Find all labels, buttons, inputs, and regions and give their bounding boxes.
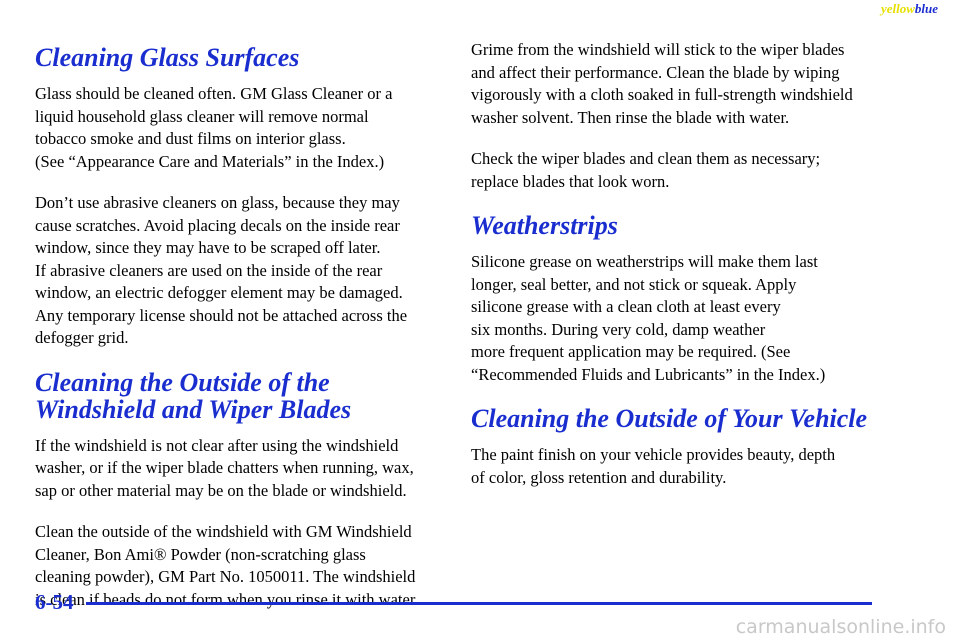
left-column: Cleaning Glass Surfaces Glass should be c…	[35, 40, 465, 630]
header-blue: blue	[914, 1, 938, 16]
text-line: cleaning powder), GM Part No. 1050011. T…	[35, 567, 416, 586]
page-number: 6-54	[35, 590, 74, 614]
footer-rule	[86, 602, 872, 605]
paragraph: Don’t use abrasive cleaners on glass, be…	[35, 192, 465, 350]
text-line: more frequent application may be require…	[471, 342, 791, 361]
text-line: of color, gloss retention and durability…	[471, 467, 727, 487]
right-column: Grime from the windshield will stick to …	[471, 39, 901, 508]
paragraph: Clean the outside of the windshield with…	[35, 521, 465, 611]
text-line: six months. During very cold, damp weath…	[471, 319, 766, 339]
text-line: vigorously with a cloth soaked in full-s…	[471, 85, 853, 104]
text-line: cause scratches. Avoid placing decals on…	[35, 215, 400, 235]
paragraph: Check the wiper blades and clean them as…	[471, 148, 901, 193]
section-heading: Cleaning the Outside of Your Vehicle	[471, 405, 901, 432]
text-line: liquid household glass cleaner will remo…	[35, 106, 369, 126]
header: yellowblue	[881, 1, 938, 17]
text-line: Weatherstrips	[471, 211, 618, 240]
section-heading: Cleaning the Outside of the Windshield an…	[35, 369, 465, 423]
text-line: Grime from the windshield will stick to …	[471, 40, 845, 59]
text-line: sap or other material may be on the blad…	[35, 480, 407, 500]
text-line: tobacco smoke and dust films on interior…	[35, 129, 346, 148]
text-line: Glass should be cleaned often. GM Glass …	[35, 84, 393, 103]
text-line: longer, seal better, and not stick or sq…	[471, 274, 797, 294]
text-line: Check the wiper blades and clean them as…	[471, 149, 821, 168]
text-line: Clean the outside of the windshield with…	[35, 522, 412, 541]
text-line: Don’t use abrasive cleaners on glass, be…	[35, 193, 400, 212]
header-yellow: yellow	[880, 1, 915, 16]
text-line: Cleaning the Outside of Your Vehicle	[471, 404, 868, 433]
text-line: (See “Appearance Care and Materials” in …	[35, 151, 385, 171]
text-line: defogger grid.	[35, 328, 129, 347]
paragraph: Silicone grease on weatherstrips will ma…	[471, 251, 901, 386]
text-line: Any temporary license should not be atta…	[35, 305, 408, 325]
text-line: “Recommended Fluids and Lubricants” in t…	[471, 364, 826, 384]
text-line: Windshield and Wiper Blades	[35, 394, 352, 424]
text-line: Silicone grease on weatherstrips will ma…	[471, 252, 818, 271]
text-line: The paint finish on your vehicle provide…	[471, 445, 836, 464]
watermark: carmanualsonline.info	[735, 616, 946, 638]
text-line: window, since they may have to be scrape…	[35, 238, 381, 257]
paragraph: The paint finish on your vehicle provide…	[471, 444, 901, 489]
text-line: silicone grease with a clean cloth at le…	[471, 297, 781, 316]
text-line: Cleaning the Outside of the	[35, 367, 330, 397]
paragraph: If the windshield is not clear after usi…	[35, 435, 465, 503]
paragraph: Grime from the windshield will stick to …	[471, 39, 901, 129]
text-line: Cleaner, Bon Ami® Powder (non-scratching…	[35, 544, 366, 564]
text-line: window, an electric defogger element may…	[35, 283, 403, 302]
text-line: If the windshield is not clear after usi…	[35, 435, 399, 455]
section-heading: Weatherstrips	[471, 212, 901, 239]
text-line: Cleaning Glass Surfaces	[35, 43, 300, 72]
paragraph: Glass should be cleaned often. GM Glass …	[35, 83, 465, 173]
text-line: If abrasive cleaners are used on the ins…	[35, 260, 383, 280]
text-line: is clean if beads do not form when you r…	[35, 589, 419, 609]
text-line: washer solvent. Then rinse the blade wit…	[471, 107, 790, 127]
text-line: washer, or if the wiper blade chatters w…	[35, 458, 414, 477]
section-heading: Cleaning Glass Surfaces	[35, 44, 465, 71]
text-line: and affect their performance. Clean the …	[471, 62, 840, 82]
text-line: replace blades that look worn.	[471, 171, 670, 191]
